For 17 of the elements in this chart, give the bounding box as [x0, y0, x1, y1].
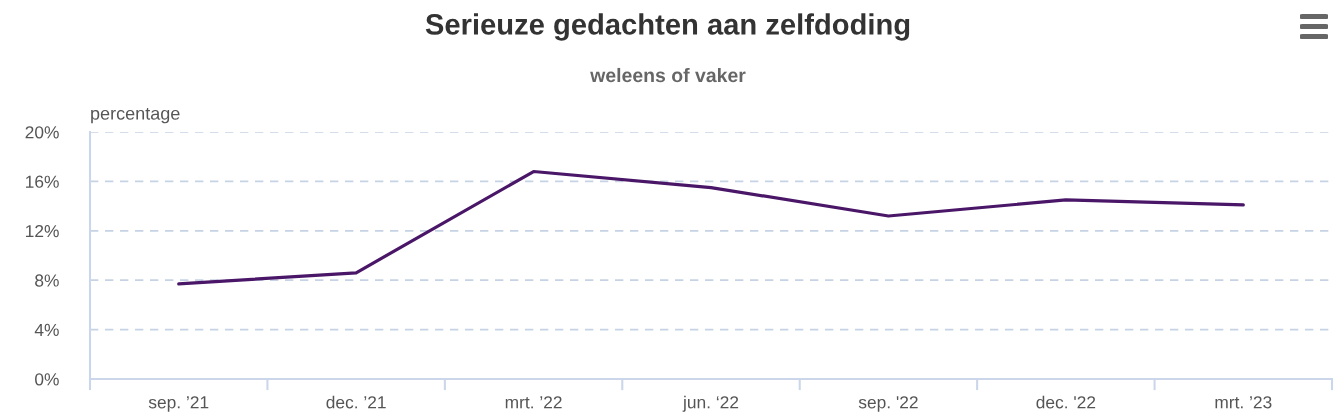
y-axis-title: percentage	[91, 107, 180, 124]
y-tick-label: 4%	[34, 323, 59, 336]
x-tick-label: jun. ‘22	[682, 395, 739, 412]
x-tick-label: mrt. ’22	[505, 396, 562, 409]
y-tick-label: 12%	[26, 224, 59, 238]
y-tick-label: 8%	[35, 274, 59, 287]
chart-title: Serieuze gedachten aan zelfdoding	[425, 13, 910, 41]
line-series	[177, 169, 1245, 286]
x-tick-label: sep. ’21	[148, 396, 209, 412]
y-tick-label: 16%	[26, 175, 59, 188]
y-tick-label: 20%	[25, 126, 59, 139]
x-tick-label: dec. '22	[1036, 395, 1096, 409]
x-tick-label: dec. ’21	[326, 395, 386, 409]
x-tick-label: sep. '22	[858, 396, 918, 412]
chart-subtitle: weleens of vaker	[590, 67, 746, 83]
y-tick-label: 0%	[35, 373, 59, 386]
x-tick-label: mrt. ’23	[1215, 396, 1272, 409]
